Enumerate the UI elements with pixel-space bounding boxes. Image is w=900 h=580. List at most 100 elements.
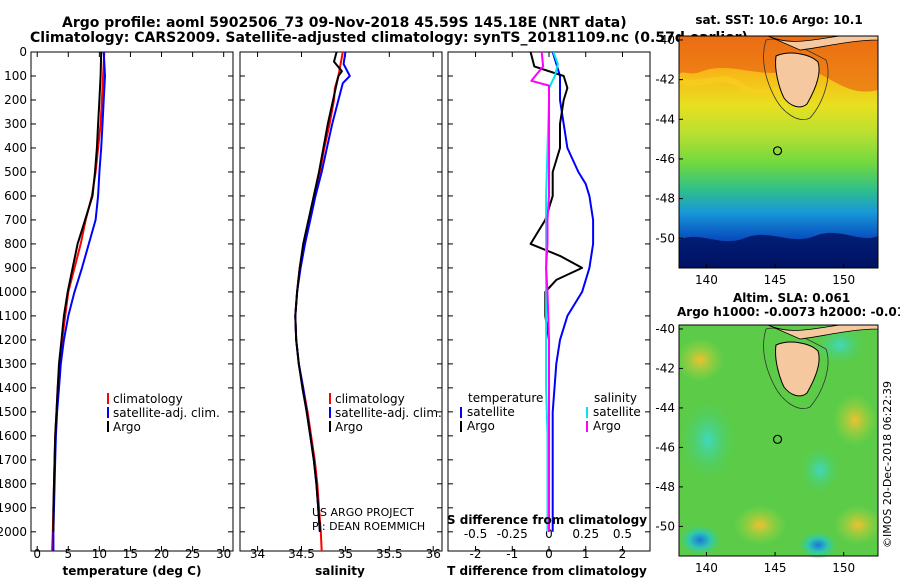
map-y-tick-label: -42 <box>655 361 675 375</box>
y-tick-label: 1900 <box>0 501 27 515</box>
figure-title-line2: Climatology: CARS2009. Satellite-adjuste… <box>30 30 748 46</box>
x-tick-label: -2 <box>470 547 482 561</box>
sla-feature <box>798 531 838 559</box>
temperature-x-axis: 0 5 10 15 20 25 30 <box>33 52 231 561</box>
x-tick-label: 20 <box>154 547 169 561</box>
map-y-tick-label: -42 <box>655 73 675 87</box>
legend-label-s-satellite: satellite <box>593 405 641 419</box>
y-tick-label: 300 <box>4 117 27 131</box>
map-y-tick-label: -46 <box>655 440 675 454</box>
depth-y-axis: 0 100 200 300 400 500 600 700 800 900 1000 1100 1200… <box>0 45 650 539</box>
x-tick-label: 25 <box>185 547 200 561</box>
x-tick-label: 34.5 <box>288 547 315 561</box>
y-tick-label: 0 <box>19 45 27 59</box>
sla-feature <box>833 394 877 446</box>
y-tick-label: 1700 <box>0 453 27 467</box>
legend-label-argo: Argo <box>335 420 363 434</box>
y-tick-label: 2000 <box>0 525 27 539</box>
legend-label-t-satellite: satellite <box>467 405 515 419</box>
map-x-tick-label: 140 <box>695 561 718 575</box>
x-tick-label: -1 <box>506 547 518 561</box>
series-line-salinity-argo <box>530 52 550 532</box>
difference-x-axis: -2 -1 0 1 2 -0.5 -0.25 0 0.25 0.5 <box>464 52 632 561</box>
x-tick-label: 10 <box>92 547 107 561</box>
map-y-tick-label: -46 <box>655 152 675 166</box>
series-line-temperature-satellite <box>551 52 595 532</box>
sla-feature <box>678 524 722 556</box>
tasmania-land <box>775 341 820 397</box>
y-tick-label: 200 <box>4 93 27 107</box>
y-tick-label: 1100 <box>0 309 27 323</box>
legend-label-satellite: satellite-adj. clim. <box>113 406 220 420</box>
temperature-series <box>51 52 106 551</box>
temperature-legend: climatology satellite-adj. clim. Argo <box>107 392 220 434</box>
y-tick-label: 900 <box>4 261 27 275</box>
salinity-series <box>294 52 351 551</box>
map-y-tick-label: -44 <box>655 401 675 415</box>
y-tick-label: 1600 <box>0 429 27 443</box>
y-tick-label: 500 <box>4 165 27 179</box>
sst-map <box>677 35 879 269</box>
credit-project: US ARGO PROJECT <box>312 506 414 519</box>
series-line-satellite-adj-clim- <box>294 52 351 532</box>
t-difference-axis-label: T difference from climatology <box>447 564 647 578</box>
x-tick-label: 0 <box>33 547 41 561</box>
legend-label-climatology: climatology <box>335 392 405 406</box>
sla-feature <box>834 505 882 545</box>
salinity-legend: climatology satellite-adj. clim. Argo <box>329 392 442 434</box>
x-tick-label: 2 <box>619 547 627 561</box>
x-tick-label: 1 <box>582 547 590 561</box>
x-tick-label-secondary: 0.25 <box>572 527 599 541</box>
legend-label-s-argo: Argo <box>593 419 621 433</box>
series-line-climatology <box>51 52 106 551</box>
salinity-plot-frame <box>239 51 443 552</box>
legend-label-climatology: climatology <box>113 392 183 406</box>
legend-title-salinity: salinity <box>594 391 637 405</box>
legend-label-t-argo: Argo <box>467 419 495 433</box>
y-tick-label: 1800 <box>0 477 27 491</box>
argo-location-marker <box>772 146 783 156</box>
x-tick-label: 0 <box>545 547 553 561</box>
sla-map-axes: 140 145 150 -40 -42 -44 -46 -48 -50 <box>655 322 855 575</box>
salinity-axis-label: salinity <box>315 564 365 578</box>
x-tick-label-secondary: -0.25 <box>497 527 528 541</box>
series-line-climatology <box>294 52 344 551</box>
map-y-tick-label: -48 <box>655 192 675 206</box>
map-x-tick-label: 150 <box>832 561 855 575</box>
sla-map-title: Altim. SLA: 0.061 <box>733 291 850 305</box>
credit-pi: PI: DEAN ROEMMICH <box>312 520 425 533</box>
y-tick-label: 700 <box>4 213 27 227</box>
series-line-argo <box>52 52 103 532</box>
s-difference-axis-label: S difference from climatology <box>447 513 647 527</box>
sla-map-frame <box>678 324 879 557</box>
sla-feature <box>734 505 786 545</box>
series-line-salinity-satellite <box>545 52 559 532</box>
map-x-tick-label: 150 <box>832 273 855 287</box>
y-tick-label: 100 <box>4 69 27 83</box>
sla-map <box>676 324 882 559</box>
x-tick-label-secondary: -0.5 <box>464 527 487 541</box>
y-tick-label: 1500 <box>0 405 27 419</box>
map-x-tick-label: 140 <box>695 273 718 287</box>
y-tick-label: 800 <box>4 237 27 251</box>
sst-map-frame <box>678 35 879 269</box>
legend-title-temperature: temperature <box>468 391 543 405</box>
x-tick-label: 36 <box>426 547 441 561</box>
x-tick-label: 15 <box>123 547 138 561</box>
x-tick-label: 35.5 <box>376 547 403 561</box>
map-y-tick-label: -50 <box>655 519 675 533</box>
sst-map-title: sat. SST: 10.6 Argo: 10.1 <box>695 13 862 27</box>
y-tick-label: 1300 <box>0 357 27 371</box>
sla-feature <box>680 400 736 480</box>
imos-watermark: ©IMOS 20-Dec-2018 06:22:39 <box>881 381 894 548</box>
y-tick-label: 400 <box>4 141 27 155</box>
x-tick-label-secondary: 0 <box>545 527 553 541</box>
x-tick-label: 34 <box>250 547 265 561</box>
sla-feature <box>676 338 724 382</box>
salinity-x-axis: 34 34.5 35 35.5 36 <box>250 52 441 561</box>
map-x-tick-label: 145 <box>764 273 787 287</box>
x-tick-label: 5 <box>64 547 72 561</box>
sla-map-subtitle: Argo h1000: -0.0073 h2000: -0.012 <box>677 305 900 319</box>
x-tick-label: 35 <box>338 547 353 561</box>
